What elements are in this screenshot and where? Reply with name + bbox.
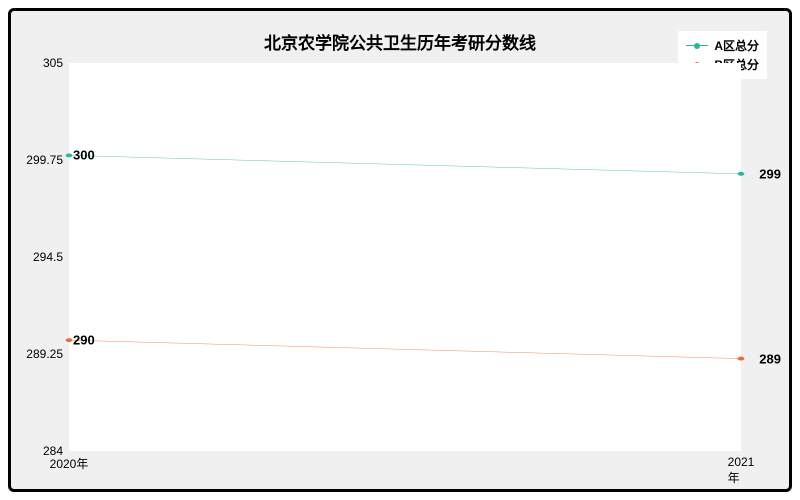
y-tick-label: 305: [43, 56, 69, 70]
data-label: 290: [73, 333, 95, 348]
data-label: 300: [73, 148, 95, 163]
plot-area: 284289.25294.5299.753052020年2021年3002992…: [69, 63, 741, 451]
data-label: 299: [759, 166, 781, 181]
legend-item-a: A区总分: [686, 37, 759, 54]
chart-title: 北京农学院公共卫生历年考研分数线: [11, 29, 789, 54]
chart-lines: [69, 63, 741, 451]
chart-frame: 北京农学院公共卫生历年考研分数线 A区总分 B区总分 284289.25294.…: [8, 8, 792, 492]
data-label: 289: [759, 351, 781, 366]
x-tick-label: 2020年: [50, 451, 89, 472]
y-tick-label: 299.75: [26, 153, 69, 167]
chart-container: 北京农学院公共卫生历年考研分数线 A区总分 B区总分 284289.25294.…: [0, 0, 800, 500]
x-tick-label: 2021年: [728, 451, 755, 486]
y-tick-label: 289.25: [26, 347, 69, 361]
legend-swatch-a: [686, 45, 708, 47]
legend-label-a: A区总分: [714, 37, 759, 54]
y-tick-label: 294.5: [33, 250, 69, 264]
